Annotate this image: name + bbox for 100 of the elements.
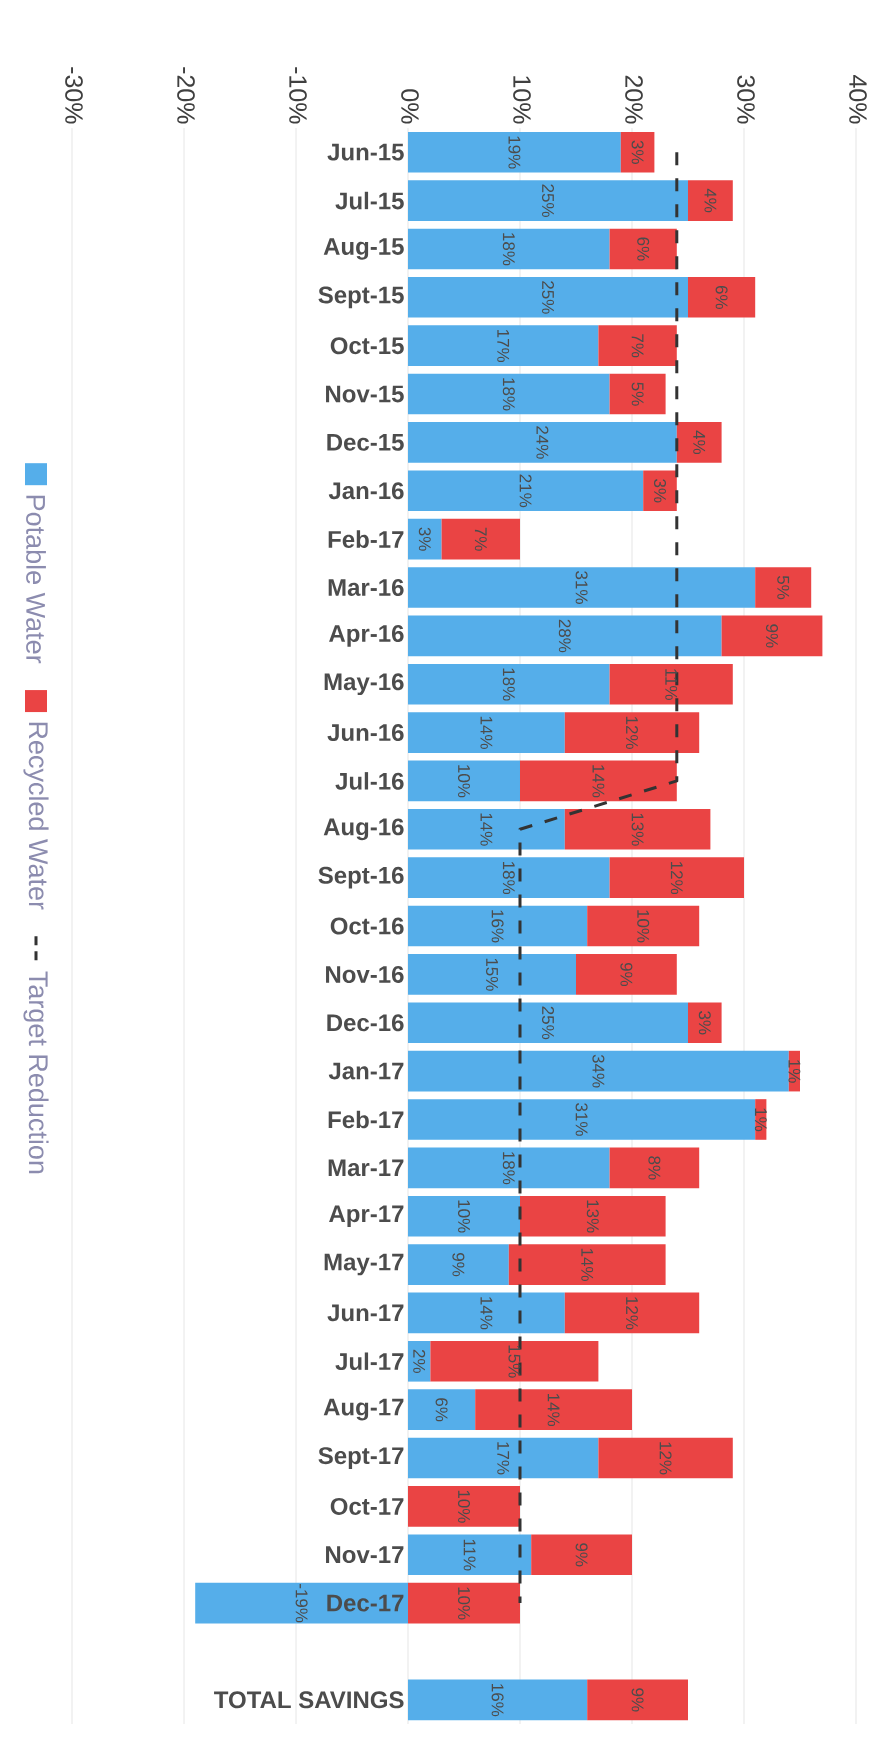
y-tick-label: Aug-15 [323, 238, 404, 260]
bar [408, 1050, 789, 1092]
data-label: 9% [575, 1543, 588, 1567]
y-tick-label: Feb-17 [328, 1110, 404, 1129]
data-label: -19% [295, 1584, 308, 1623]
data-label: 7% [474, 527, 487, 551]
bar [408, 760, 520, 802]
data-label: 15% [508, 1345, 521, 1378]
data-label: 3% [631, 140, 644, 164]
data-label: 18% [502, 861, 515, 895]
y-tick-label: Nov-15 [326, 385, 404, 403]
y-tick-label: Dec-16 [327, 1014, 404, 1032]
data-label: 24% [536, 426, 549, 459]
data-label: 14% [581, 1248, 594, 1281]
y-tick-label: Aug-16 [323, 818, 404, 841]
data-label: 25% [541, 1006, 555, 1040]
data-label: 10% [457, 765, 471, 798]
y-tick-label: Sept-17 [318, 1447, 404, 1469]
y-tick-label: Jul-15 [335, 191, 404, 210]
bar [441, 518, 520, 560]
data-label: 31% [575, 1103, 588, 1136]
bar [564, 1292, 700, 1334]
bar [408, 228, 610, 270]
bar [408, 663, 610, 705]
data-label: 10% [457, 1200, 471, 1233]
data-label: 9% [452, 1253, 465, 1277]
bar [195, 1582, 408, 1624]
data-label: 4% [693, 430, 706, 455]
data-label: 18% [502, 668, 515, 701]
y-tick-label: May-16 [324, 673, 404, 696]
data-label: 25% [541, 281, 555, 314]
bar [408, 857, 610, 898]
data-label: 12% [626, 716, 638, 749]
y-tick-label: May-17 [324, 1253, 404, 1276]
bar [564, 712, 700, 753]
data-label: 16% [491, 910, 504, 943]
y-tick-label: Jul-17 [335, 1352, 404, 1371]
data-label: 12% [626, 1297, 638, 1330]
data-label: 10% [457, 1587, 471, 1620]
data-label: 10% [637, 910, 650, 943]
bar [609, 1147, 700, 1189]
bar [430, 1340, 599, 1382]
data-label: 14% [592, 765, 605, 798]
data-label: 19% [508, 136, 521, 169]
x-tick-label: 30% [737, 75, 755, 124]
y-tick-label: Dec-17 [327, 1594, 404, 1612]
data-label: 6% [435, 1398, 448, 1422]
y-tick-label: Jan-16 [328, 482, 404, 500]
bar [755, 567, 812, 608]
data-label: 18% [502, 1152, 515, 1185]
data-label: 9% [620, 962, 633, 987]
y-tick-label: Sept-15 [318, 286, 404, 309]
bar [721, 615, 823, 657]
bar [408, 1534, 532, 1576]
data-label: 34% [592, 1054, 605, 1088]
bar [576, 954, 677, 995]
bar [408, 422, 677, 463]
bar [408, 808, 565, 850]
bar [408, 277, 688, 318]
bar [688, 277, 756, 318]
x-tick-label: -10% [289, 67, 307, 124]
data-label: 3% [698, 1011, 711, 1035]
bar [408, 1099, 756, 1140]
data-label: 31% [575, 571, 588, 604]
data-label: 16% [491, 1684, 504, 1717]
bar [676, 422, 722, 463]
data-label: 1% [788, 1060, 801, 1083]
bar [620, 131, 655, 173]
bar [408, 1486, 520, 1527]
bar [609, 228, 677, 270]
data-label: 3% [653, 479, 667, 503]
data-label: 10% [457, 1490, 471, 1523]
data-label: 11% [463, 1539, 476, 1571]
bar [609, 373, 666, 415]
data-label: 13% [586, 1200, 599, 1233]
bar [408, 1582, 520, 1624]
bar [408, 1002, 688, 1044]
bar [408, 180, 688, 221]
data-label: 8% [648, 1156, 661, 1180]
data-label: 17% [497, 329, 510, 363]
y-tick-label: Feb-17 [328, 530, 404, 548]
bar [609, 663, 733, 705]
bar [408, 1389, 476, 1430]
data-label: 14% [480, 716, 493, 749]
bar [408, 1244, 509, 1285]
legend-label: Potable Water [26, 495, 46, 664]
data-label: 5% [631, 382, 644, 406]
bar [408, 131, 621, 173]
x-tick-label: 20% [625, 75, 643, 124]
y-tick-label: Aug-17 [323, 1398, 404, 1421]
data-label: 14% [547, 1393, 560, 1427]
y-tick-label: Mar-17 [328, 1159, 404, 1177]
legend-label: Recycled Water [23, 722, 49, 910]
y-tick-label: Mar-16 [328, 579, 404, 596]
data-label: 15% [486, 958, 498, 991]
bar [408, 1195, 520, 1237]
bar [408, 1292, 565, 1334]
y-tick-label: Oct-16 [330, 917, 404, 935]
bar [508, 1244, 666, 1285]
bar [408, 567, 756, 608]
